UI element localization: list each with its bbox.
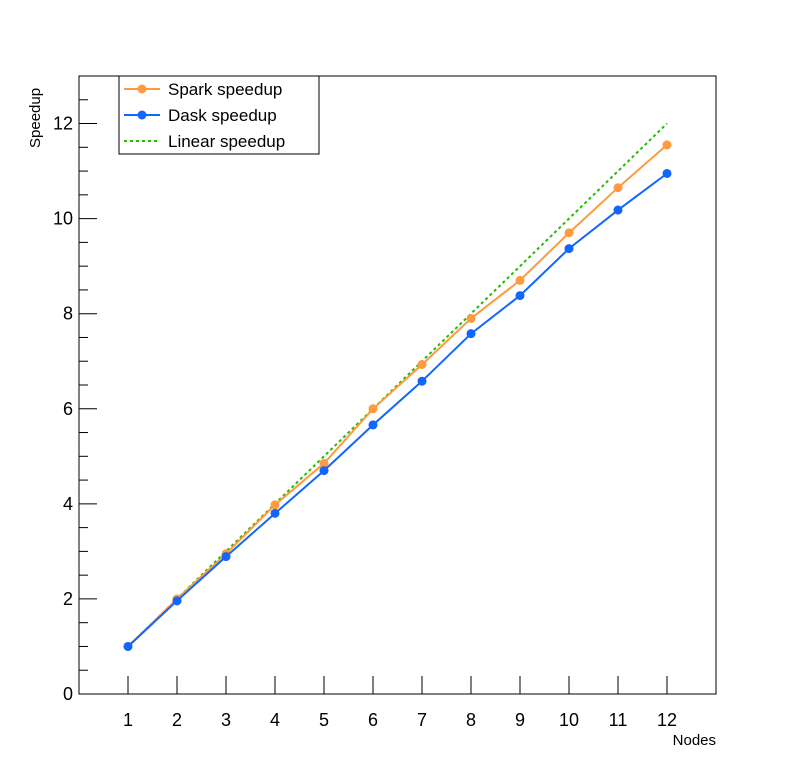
legend-marker (137, 84, 147, 94)
y-tick-label: 4 (63, 494, 73, 514)
dask-speedup-point (368, 420, 378, 430)
x-tick-label: 8 (466, 710, 476, 730)
x-axis-title: Nodes (673, 732, 716, 749)
linear-speedup-line (127, 122, 668, 648)
y-tick-label: 2 (63, 589, 73, 609)
spark-speedup-point (613, 183, 623, 193)
spark-speedup-point (319, 458, 329, 468)
y-tick-label: 8 (63, 304, 73, 324)
legend-label: Linear speedup (168, 132, 285, 151)
y-tick-label: 10 (53, 209, 73, 229)
dask-speedup-point (564, 244, 574, 254)
spark-speedup-point (368, 404, 378, 414)
spark-speedup-point (270, 500, 280, 510)
dask-speedup-point (123, 641, 133, 651)
x-tick-label: 9 (515, 710, 525, 730)
spark-speedup-point (466, 313, 476, 323)
y-tick-label: 12 (53, 114, 73, 134)
x-tick-label: 3 (221, 710, 231, 730)
spark-speedup-point (417, 360, 427, 370)
x-tick-label: 7 (417, 710, 427, 730)
dask-speedup-point (515, 291, 525, 301)
dask-speedup-point (270, 508, 280, 518)
dask-speedup-point (662, 168, 672, 178)
x-tick-label: 5 (319, 710, 329, 730)
dask-speedup-point (319, 466, 329, 476)
x-tick-label: 6 (368, 710, 378, 730)
spark-speedup-line (127, 144, 668, 648)
legend-label: Spark speedup (168, 80, 282, 99)
dask-speedup-line (127, 172, 668, 648)
spark-speedup-point (515, 275, 525, 285)
dask-speedup-point (172, 596, 182, 606)
dask-speedup-point (417, 376, 427, 386)
x-tick-label: 12 (657, 710, 677, 730)
y-axis-title: Speedup (27, 88, 44, 148)
x-tick-label: 2 (172, 710, 182, 730)
dask-speedup-point (221, 552, 231, 562)
x-tick-label: 11 (609, 710, 628, 730)
series-layer (123, 122, 672, 651)
y-tick-label: 0 (63, 684, 73, 704)
spark-speedup-point (662, 140, 672, 150)
dask-speedup-point (613, 205, 623, 215)
x-tick-label: 4 (270, 710, 280, 730)
y-tick-label: 6 (63, 399, 73, 419)
x-tick-label: 10 (559, 710, 579, 730)
legend-label: Dask speedup (168, 106, 277, 125)
dask-speedup-point (466, 329, 476, 339)
legend: Spark speedup Dask speedup Linear speedup (118, 75, 320, 155)
x-tick-label: 1 (123, 710, 133, 730)
spark-speedup-point (564, 228, 574, 238)
legend-marker (137, 110, 147, 120)
